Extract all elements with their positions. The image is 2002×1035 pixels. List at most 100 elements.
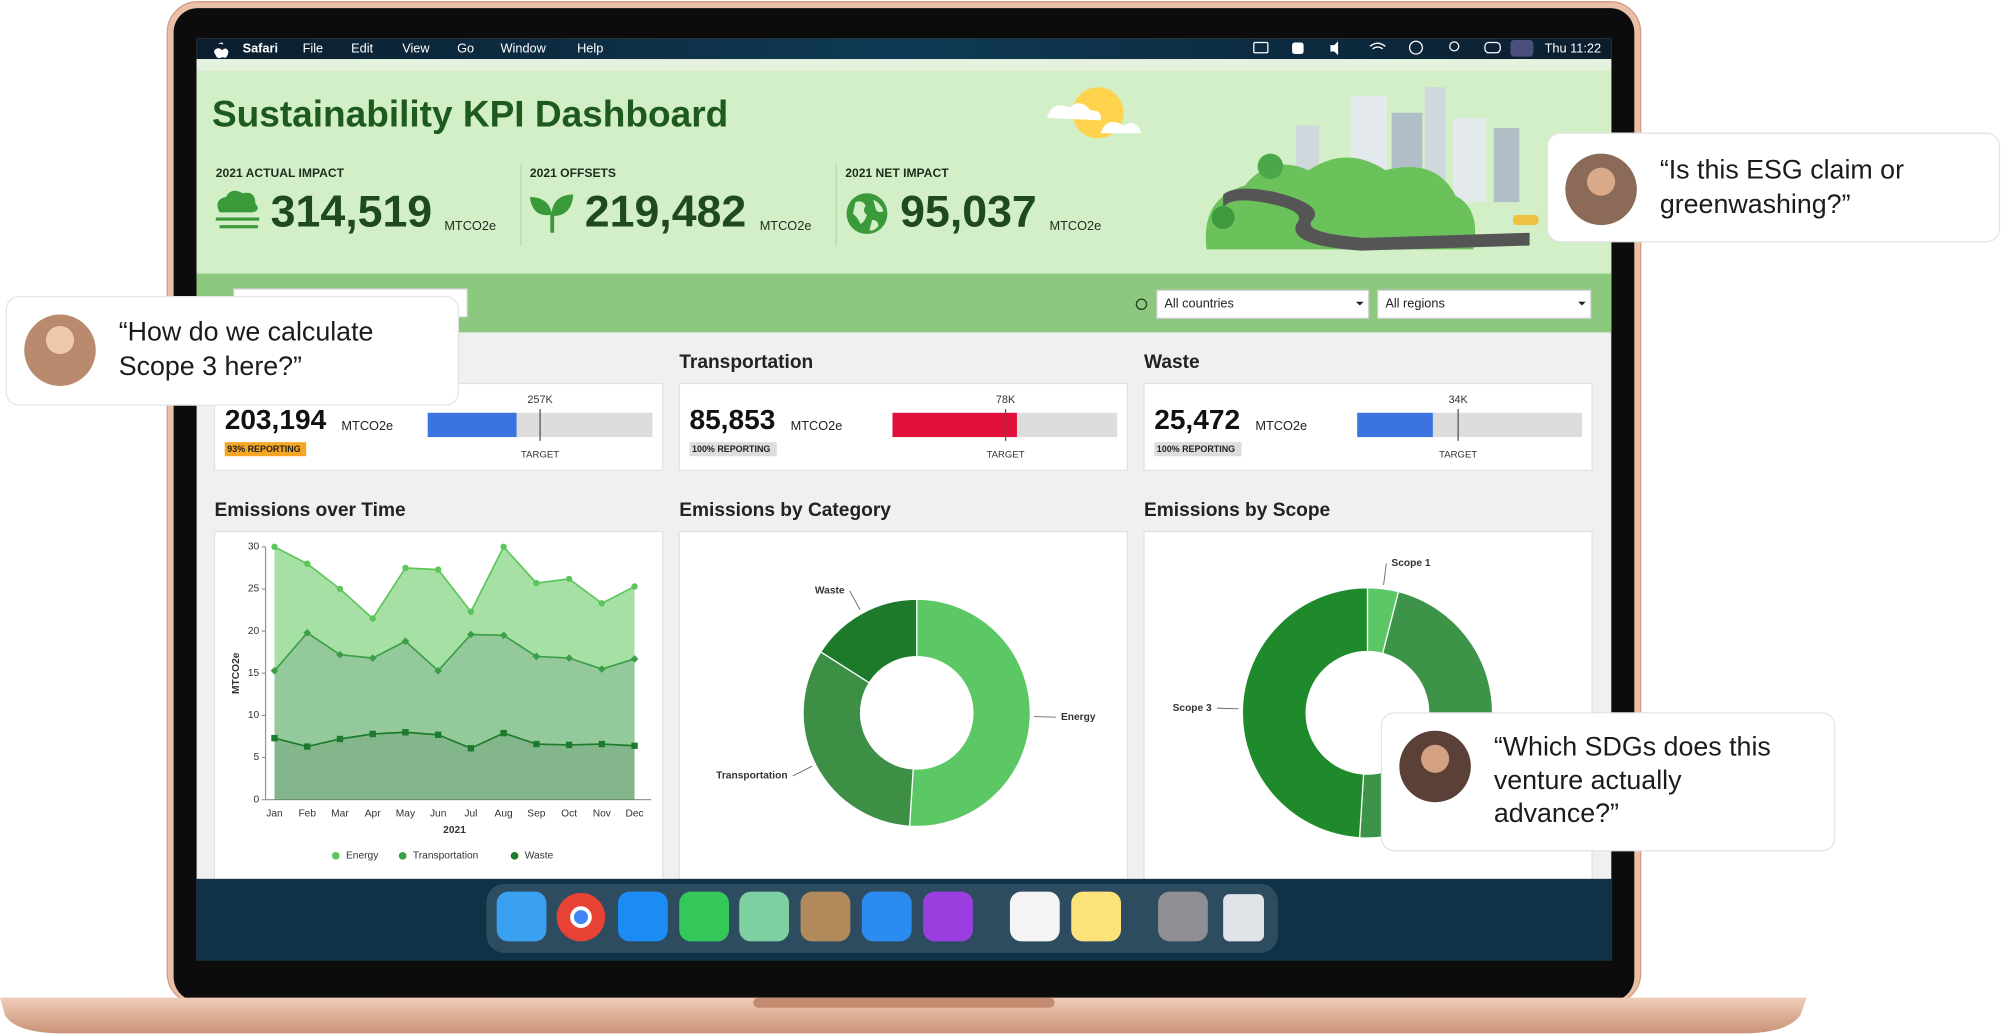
leader-line [792, 765, 813, 777]
cloud-icon [219, 225, 258, 229]
point [402, 729, 409, 736]
quote-line: Scope 3 here?” [119, 351, 302, 381]
quote-line: venture actually [1494, 765, 1682, 795]
kpi-unit: MTCO2e [444, 218, 496, 233]
leader-line [1034, 716, 1056, 718]
point [336, 735, 344, 743]
slice-label: Energy [1061, 712, 1096, 723]
quote-bubble [5, 295, 460, 406]
menu-item[interactable]: Window [501, 40, 547, 55]
kpi-label: 2021 NET IMPACT [845, 166, 949, 180]
x-tick-label: Jan [266, 808, 283, 819]
card-unit: MTCO2e [791, 418, 843, 433]
appstore-icon[interactable] [617, 891, 668, 942]
menu-app[interactable]: Safari [243, 40, 278, 55]
laptop-base [0, 997, 1807, 1034]
kpi-value: 95,037 [900, 188, 1037, 237]
dropdown-text: All regions [1385, 296, 1445, 311]
finder-icon[interactable] [496, 891, 547, 942]
quote-line: advance?” [1494, 798, 1619, 828]
status-icon[interactable] [1253, 41, 1269, 54]
point [467, 745, 475, 752]
donut-slice [802, 651, 914, 827]
leader-line [1383, 563, 1387, 585]
legend-label: Waste [525, 851, 554, 862]
status-icon[interactable] [1330, 41, 1339, 56]
podcasts-icon[interactable] [923, 891, 973, 942]
slice-label: Scope 3 [1173, 703, 1212, 714]
menu-item[interactable]: Edit [351, 40, 373, 55]
point [271, 543, 278, 551]
badge [689, 442, 777, 457]
x-tick-label: Oct [561, 808, 577, 819]
target-label: 78K [996, 394, 1016, 406]
card-title: Waste [1144, 352, 1200, 373]
chart-title: Emissions by Scope [1144, 500, 1330, 521]
browser-strip [196, 59, 1612, 71]
menu-item[interactable]: File [303, 40, 324, 55]
point [434, 666, 442, 675]
point [368, 654, 377, 662]
messages-icon[interactable] [679, 891, 730, 942]
globe-icon [846, 193, 888, 235]
menu-item[interactable]: Go [457, 40, 474, 55]
y-tick-label: 0 [254, 794, 260, 805]
tree [1257, 153, 1284, 180]
trash-icon[interactable] [1223, 894, 1265, 942]
menu-item[interactable]: Help [577, 40, 603, 55]
road [1223, 188, 1530, 251]
status-icon[interactable] [1292, 42, 1304, 55]
y-tick-label: 10 [248, 710, 260, 721]
chart-title: Emissions by Category [679, 500, 891, 521]
maps-icon[interactable] [739, 891, 790, 942]
line [274, 545, 635, 620]
kpi-label: 2021 ACTUAL IMPACT [216, 166, 345, 180]
status-icon[interactable] [1484, 41, 1501, 54]
point [533, 579, 540, 587]
settings-icon[interactable] [1158, 891, 1208, 942]
status-icon[interactable] [1449, 41, 1460, 52]
bullet-bar [1357, 412, 1433, 438]
globe-icon [1135, 298, 1148, 311]
legend-label: Transportation [413, 851, 479, 862]
status-icon[interactable] [1408, 40, 1423, 55]
kpi-unit: MTCO2e [1050, 218, 1102, 233]
dropdown[interactable] [1156, 289, 1370, 319]
menu-clock: Thu 11:22 [1545, 40, 1601, 55]
point [369, 615, 376, 622]
menu-bar [196, 38, 1612, 60]
donut-slice [819, 598, 918, 684]
kpi-unit: MTCO2e [760, 218, 812, 233]
apple-logo[interactable] [214, 42, 229, 59]
y-tick-label: 30 [248, 542, 260, 553]
point [271, 734, 278, 742]
base-notch [753, 997, 1055, 1008]
quote-line: “How do we calculate [119, 317, 374, 347]
badge-text: 93% REPORTING [227, 444, 300, 454]
contacts-icon[interactable] [800, 891, 851, 942]
avatar [45, 325, 75, 355]
quote-bubble [1380, 712, 1836, 852]
dropdown[interactable] [1377, 289, 1592, 319]
chrome-icon[interactable] [570, 906, 592, 928]
area [274, 632, 635, 749]
y-tick-label: 5 [254, 752, 260, 763]
card-unit: MTCO2e [1255, 418, 1307, 433]
kpi-value: 314,519 [271, 188, 432, 237]
cloud [1100, 121, 1142, 134]
donut-slice [1241, 587, 1369, 839]
status-icon[interactable] [1369, 42, 1386, 50]
point [533, 740, 540, 748]
mail-icon[interactable] [861, 891, 912, 942]
cloud [1046, 103, 1102, 121]
status-icon[interactable] [1510, 39, 1534, 57]
dropdown-caret [1578, 301, 1586, 306]
notes-icon[interactable] [1071, 891, 1122, 942]
menu-item[interactable]: View [402, 40, 430, 55]
kpi-label: 2021 OFFSETS [530, 166, 616, 180]
point [565, 741, 573, 749]
point [631, 742, 638, 749]
reminders-icon[interactable] [1009, 891, 1060, 942]
y-tick-label: 15 [248, 668, 260, 679]
bullet-bar [892, 412, 1017, 438]
